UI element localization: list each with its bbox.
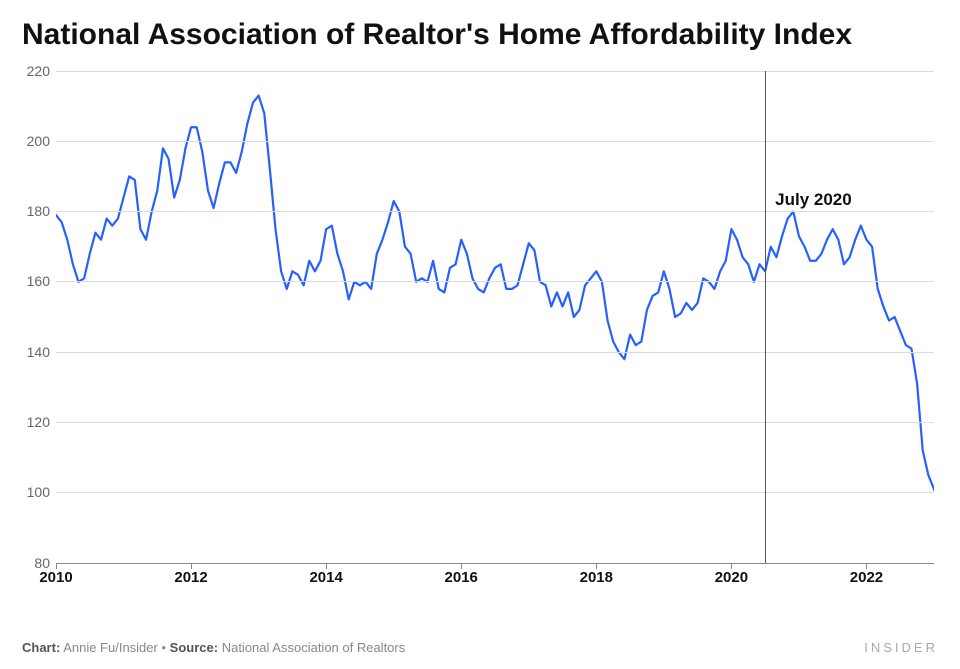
chart-author: Annie Fu/Insider [63,640,158,655]
xtick-label: 2014 [309,569,342,586]
ytick-label: 120 [27,414,50,430]
brand-mark: INSIDER [864,640,938,655]
line-series [56,71,934,563]
marker-line [765,71,766,563]
gridline-y [56,71,934,72]
xtick-label: 2022 [850,569,883,586]
gridline-y [56,141,934,142]
marker-label: July 2020 [775,190,852,210]
source-text: National Association of Realtors [222,640,406,655]
chart-title: National Association of Realtor's Home A… [22,18,938,53]
series-path [56,95,934,524]
gridline-y [56,422,934,423]
xtick-label: 2018 [580,569,613,586]
ytick-label: 140 [27,344,50,360]
gridline-y [56,352,934,353]
attribution: Chart: Annie Fu/Insider • Source: Nation… [22,640,405,655]
ytick-label: 220 [27,63,50,79]
chart-area: 8010012014016018020022020102012201420162… [22,63,938,593]
xtick-label: 2010 [39,569,72,586]
gridline-y [56,492,934,493]
xtick-label: 2016 [445,569,478,586]
chart-footer: Chart: Annie Fu/Insider • Source: Nation… [22,640,938,655]
xtick-label: 2012 [174,569,207,586]
bullet: • [161,640,166,655]
ytick-label: 200 [27,133,50,149]
xtick-label: 2020 [715,569,748,586]
x-axis-line [56,563,934,564]
plot-region: 8010012014016018020022020102012201420162… [56,71,934,563]
source-prefix: Source: [170,640,218,655]
ytick-label: 160 [27,273,50,289]
gridline-y [56,211,934,212]
ytick-label: 180 [27,203,50,219]
ytick-label: 100 [27,484,50,500]
gridline-y [56,281,934,282]
chart-container: National Association of Realtor's Home A… [0,0,960,669]
chart-prefix: Chart: [22,640,60,655]
